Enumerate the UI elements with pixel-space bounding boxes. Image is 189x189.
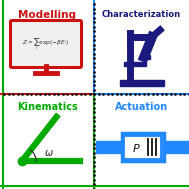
Bar [120, 80, 164, 86]
FancyBboxPatch shape [11, 20, 81, 67]
Text: $P$: $P$ [132, 142, 140, 154]
Bar [122, 133, 164, 161]
Bar [124, 62, 146, 66]
Text: $Z=\sum_{i}exp(-\beta E_i)$: $Z=\sum_{i}exp(-\beta E_i)$ [22, 36, 70, 52]
Bar [96, 141, 122, 153]
Text: $\omega$: $\omega$ [44, 148, 54, 158]
Bar [123, 135, 161, 159]
Text: Kinematics: Kinematics [17, 102, 77, 112]
Text: Characterization: Characterization [102, 10, 181, 19]
Bar [140, 55, 150, 59]
Bar [164, 141, 189, 153]
Text: Actuation: Actuation [115, 102, 168, 112]
Text: Modelling: Modelling [18, 10, 76, 20]
